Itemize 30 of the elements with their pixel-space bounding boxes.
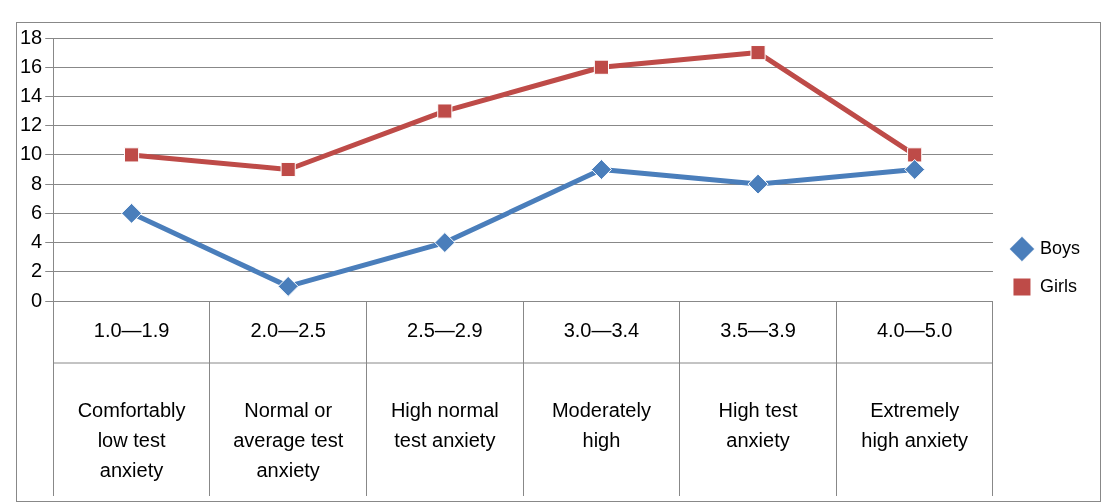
point [907, 147, 923, 163]
point [904, 159, 926, 180]
point [434, 232, 456, 254]
category-label: 2.5—2.9 High normal test anxiety [390, 318, 499, 451]
legend-label: Boys [1039, 237, 1081, 258]
y-tick-label: 14 [20, 83, 43, 106]
point [123, 147, 140, 163]
y-tick-label: 16 [20, 54, 43, 77]
y-tick-label: 0 [31, 288, 43, 311]
point [593, 59, 609, 75]
category-label: 4.0—5.0 Extremely high anxiety [861, 318, 969, 451]
y-tick-label: 8 [31, 171, 43, 194]
y-tick-label: 6 [31, 200, 43, 223]
point [277, 275, 299, 297]
point [121, 202, 143, 224]
point [590, 159, 612, 180]
y-tick-label: 2 [31, 259, 43, 282]
point [747, 173, 769, 195]
y-tick-label: 12 [20, 113, 43, 136]
category-label: 3.0—3.4 Moderately high [551, 318, 651, 451]
legend-label: Girls [1039, 275, 1077, 296]
y-tick-label: 4 [31, 230, 43, 253]
point [280, 161, 296, 178]
category-label: 3.5—3.9 High test anxiety [718, 318, 798, 451]
point [750, 45, 766, 61]
y-tick-label: 18 [20, 25, 43, 48]
y-tick-label: 10 [20, 142, 43, 165]
category-label: 2.0—2.5 Normal or average test anxiety [233, 318, 344, 481]
point [437, 103, 453, 119]
category-label: 1.0—1.9 Comfortably low test anxiety [77, 318, 186, 481]
